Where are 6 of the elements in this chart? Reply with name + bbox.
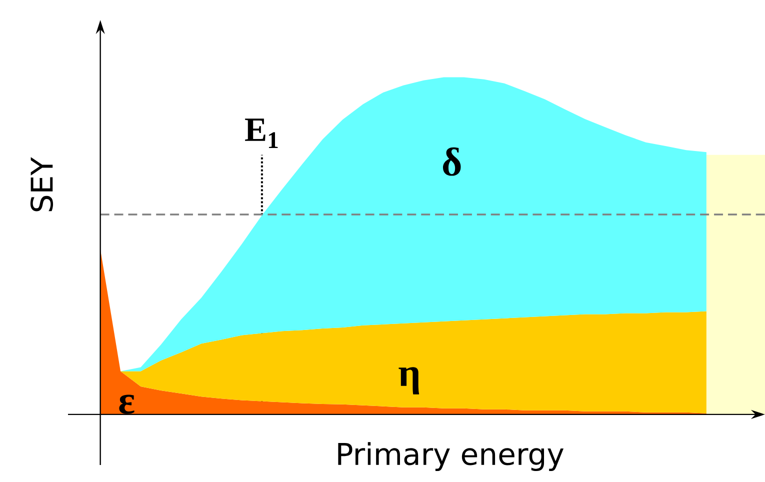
series-label: δ — [442, 147, 461, 176]
x-axis-title: Primary energy — [338, 442, 564, 472]
series-label: ε — [119, 394, 134, 414]
series-label: η — [398, 367, 420, 394]
annotation: E$_{1}$ — [245, 118, 278, 148]
y-axis-title: SEY — [30, 157, 54, 212]
